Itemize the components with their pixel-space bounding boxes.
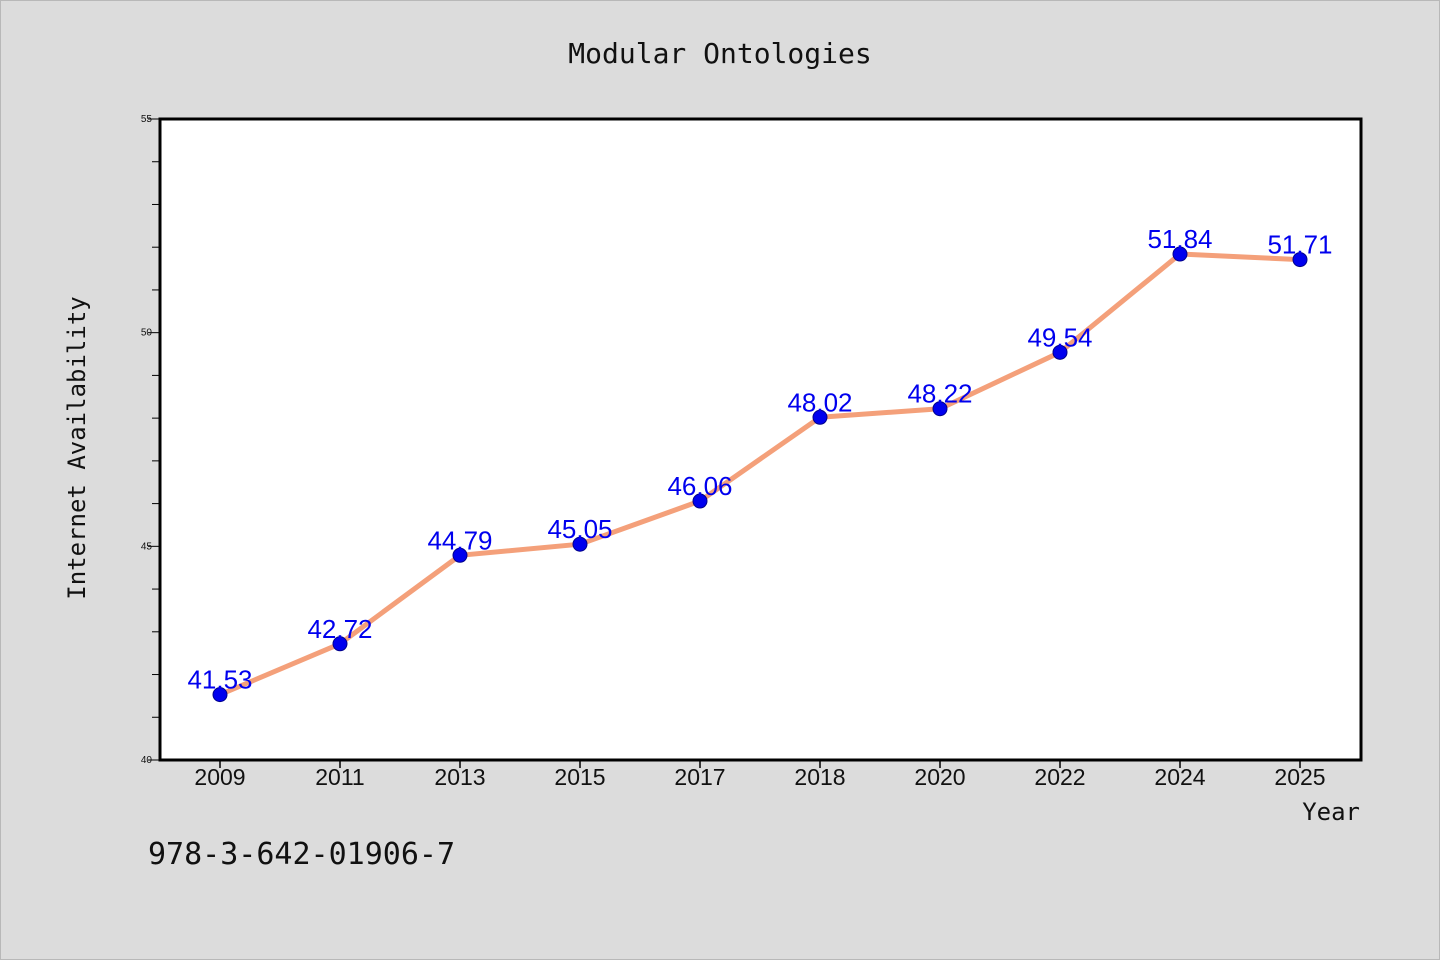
x-tick-label: 2018 <box>794 764 845 790</box>
x-axis: 2009 2011 2013 2015 2017 2018 2020 2022 2024 2025 <box>194 760 1326 790</box>
data-label: 46.06 <box>667 471 732 501</box>
data-point <box>1292 252 1308 268</box>
data-label: 51.71 <box>1267 230 1332 260</box>
data-point <box>452 547 468 563</box>
y-axis-label: Internet Availability <box>63 296 91 599</box>
data-label: 45.05 <box>547 514 612 544</box>
data-label: 51.84 <box>1147 224 1212 254</box>
data-label: 44.79 <box>427 525 492 555</box>
x-tick-label: 2025 <box>1274 764 1325 790</box>
x-tick-label: 2015 <box>554 764 605 790</box>
x-axis-label: Year <box>1302 798 1360 826</box>
series-layer: 41.53 42.72 44.79 45.05 46.06 48.02 48.22 49.54… <box>187 224 1333 703</box>
data-point <box>692 493 708 509</box>
data-point <box>1172 246 1188 262</box>
data-label: 48.02 <box>787 387 852 417</box>
data-point <box>812 409 828 425</box>
data-label: 42.72 <box>307 614 372 644</box>
data-point <box>332 636 348 652</box>
plot-border <box>158 117 1363 762</box>
y-tick-label: 45 <box>141 541 153 552</box>
x-tick-label: 2009 <box>194 764 245 790</box>
plot-area <box>160 119 1361 760</box>
x-tick-label: 2011 <box>315 764 364 790</box>
footer-code: 978-3-642-01906-7 <box>148 837 455 872</box>
y-tick-label: 50 <box>141 328 153 339</box>
y-axis: 40 45 50 55 <box>141 114 160 766</box>
x-tick-label: 2013 <box>434 764 485 790</box>
data-point <box>932 401 948 417</box>
data-label: 49.54 <box>1027 322 1092 352</box>
chart-title: Modular Ontologies <box>568 37 871 70</box>
y-tick-label: 40 <box>141 755 153 766</box>
data-point <box>1052 344 1068 360</box>
x-tick-label: 2022 <box>1034 764 1085 790</box>
x-tick-label: 2020 <box>914 764 965 790</box>
data-point <box>212 687 228 703</box>
y-tick-label: 55 <box>141 114 153 125</box>
series-line <box>217 251 1303 698</box>
x-tick-label: 2024 <box>1154 764 1205 790</box>
data-label: 41.53 <box>187 665 252 695</box>
x-tick-label: 2017 <box>674 764 725 790</box>
data-label: 48.22 <box>907 379 972 409</box>
data-point <box>572 536 588 552</box>
